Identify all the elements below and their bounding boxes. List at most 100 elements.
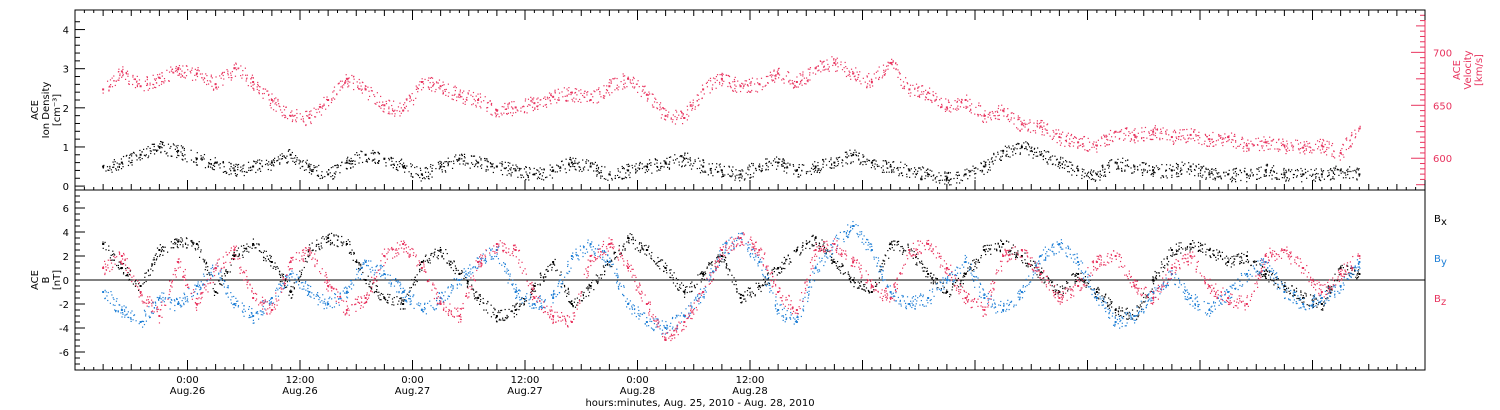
velocity-series-point: [721, 80, 723, 82]
velocity-series-point: [1284, 147, 1286, 149]
density-series-point: [431, 167, 433, 170]
velocity-series-point: [235, 69, 238, 71]
density-series-point: [938, 180, 940, 182]
density-series-point: [1339, 169, 1342, 172]
density-series-point: [1273, 171, 1275, 173]
velocity-series-point: [736, 91, 738, 93]
velocity-series-point: [487, 101, 489, 104]
bx-series-point: [230, 264, 232, 266]
velocity-series-point: [281, 111, 283, 113]
density-series-point: [884, 160, 886, 162]
density-series-point: [186, 161, 188, 163]
bx-series-point: [159, 244, 161, 246]
density-series-point: [1233, 172, 1235, 174]
density-series-point: [893, 171, 895, 173]
density-series-point: [539, 173, 542, 175]
velocity-series-point: [533, 102, 536, 105]
density-series-point: [666, 157, 668, 159]
density-series-point: [833, 167, 835, 169]
density-series-point: [1352, 176, 1354, 179]
velocity-series-point: [994, 117, 997, 120]
density-series-point: [961, 179, 964, 182]
density-series-point: [1211, 168, 1213, 170]
velocity-series-point: [1084, 149, 1086, 151]
velocity-series-point: [963, 106, 965, 108]
velocity-series-point: [1253, 144, 1255, 147]
density-series-point: [399, 162, 401, 165]
density-series-point: [542, 179, 545, 181]
velocity-series-point: [144, 80, 146, 82]
density-series-point: [1067, 165, 1070, 167]
velocity-series-point: [1160, 130, 1162, 133]
density-axis-label: Ion Density: [41, 82, 52, 139]
bx-series-point: [379, 299, 381, 301]
density-series-point: [474, 164, 477, 166]
bx-series-point: [204, 259, 206, 261]
velocity-series-point: [431, 90, 433, 92]
velocity-series-point: [1341, 148, 1343, 150]
density-series-point: [1260, 176, 1262, 179]
velocity-series: [102, 56, 1361, 161]
bx-series-point: [155, 259, 157, 261]
density-series-point: [1232, 169, 1234, 171]
bx-series-point: [112, 250, 114, 252]
velocity-series-point: [404, 107, 406, 109]
density-series-point: [1021, 147, 1023, 149]
velocity-series-point: [1209, 143, 1212, 145]
velocity-series-point: [1104, 145, 1106, 147]
velocity-series-point: [1331, 144, 1333, 147]
velocity-series-point: [835, 70, 837, 73]
velocity-series-point: [1183, 137, 1185, 139]
density-series-point: [414, 166, 416, 169]
velocity-series-point: [795, 81, 798, 83]
density-series-point: [237, 163, 240, 166]
bx-series-point: [360, 263, 362, 265]
velocity-series-point: [1328, 143, 1330, 145]
x-tick-date: Aug.26: [282, 386, 317, 397]
density-series-point: [1037, 147, 1039, 149]
velocity-series-point: [1058, 136, 1061, 139]
density-series-point: [665, 163, 667, 165]
density-series-point: [118, 163, 120, 165]
velocity-series-point: [524, 111, 526, 113]
density-series-point: [817, 161, 819, 164]
density-series-point: [1077, 169, 1080, 172]
density-series-point: [327, 168, 330, 171]
density-series-point: [597, 171, 599, 173]
velocity-series-point: [358, 88, 360, 90]
density-series-point: [936, 175, 938, 178]
density-series-point: [1201, 166, 1204, 168]
velocity-series-point: [1186, 134, 1189, 136]
velocity-series-point: [267, 90, 269, 92]
density-series-point: [1326, 175, 1329, 178]
density-series-point: [648, 159, 651, 161]
velocity-series-point: [1059, 133, 1061, 135]
density-series-point: [985, 165, 987, 167]
velocity-series-point: [106, 80, 109, 82]
velocity-series-point: [1041, 134, 1043, 136]
velocity-series-point: [394, 113, 396, 115]
velocity-series-point: [511, 115, 513, 117]
density-series-point: [421, 174, 424, 176]
density-series-point: [582, 167, 585, 169]
density-series-point: [734, 179, 736, 181]
velocity-series-point: [1201, 143, 1203, 146]
density-series-point: [1293, 173, 1295, 176]
bx-series-point: [380, 299, 382, 301]
density-series-point: [139, 153, 142, 156]
bx-series-point: [307, 255, 309, 257]
x-tick-time: 12:00: [286, 375, 315, 386]
velocity-series-point: [1339, 151, 1342, 154]
bx-series-point: [284, 285, 286, 287]
bx-series-point: [258, 243, 260, 245]
density-series-point: [878, 165, 880, 167]
velocity-series-point: [1195, 135, 1197, 137]
density-series-point: [916, 172, 918, 174]
velocity-series-point: [629, 79, 631, 81]
density-series-point: [108, 169, 110, 171]
velocity-series-point: [985, 121, 988, 123]
velocity-series-point: [1342, 154, 1344, 156]
density-series-point: [541, 168, 543, 171]
velocity-series-point: [475, 104, 477, 106]
velocity-series-point: [1290, 142, 1292, 144]
